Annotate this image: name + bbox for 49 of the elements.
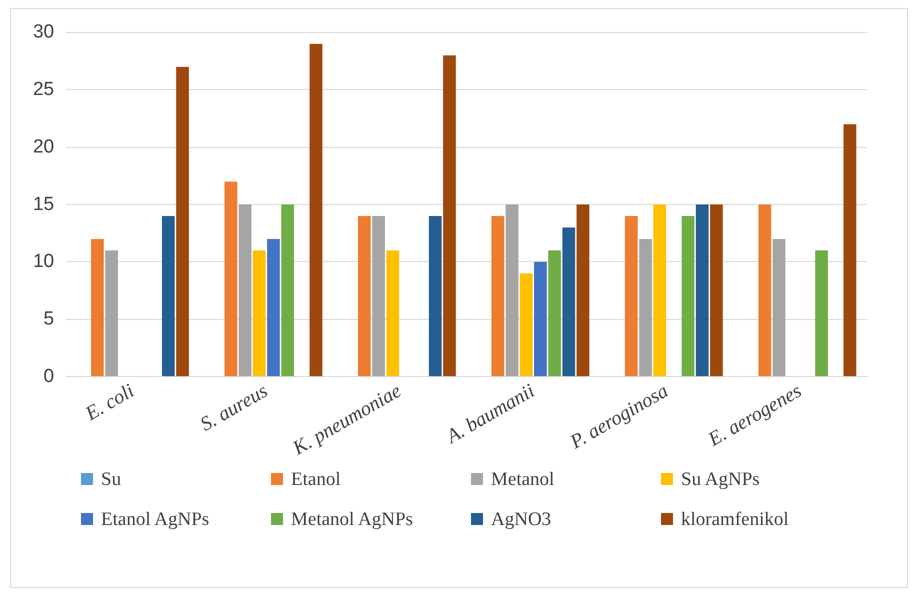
bar [372, 216, 385, 376]
bar [844, 124, 856, 376]
bar [176, 66, 189, 376]
bar [758, 204, 772, 376]
legend-label: Su AgNPs [680, 469, 761, 491]
bar [562, 227, 576, 376]
legend-label: Etanol [290, 469, 342, 491]
bar [576, 204, 590, 376]
legend-label: kloramfenikol [680, 509, 790, 531]
bar [443, 55, 456, 376]
x-tick-label: E. coli [80, 380, 138, 426]
bar [428, 216, 442, 376]
bar [267, 238, 280, 376]
legend-label: Metanol [490, 469, 556, 491]
legend-label: Etanol AgNPs [100, 509, 210, 531]
bar [358, 216, 371, 376]
bar [491, 216, 504, 376]
bar [624, 216, 638, 376]
bar [238, 204, 252, 376]
bar [653, 204, 666, 376]
y-tick-label: 30 [32, 22, 54, 43]
bar [252, 250, 266, 376]
y-tick-label: 0 [44, 366, 54, 387]
bar [386, 250, 400, 376]
bar [506, 204, 518, 376]
y-tick-label: 20 [32, 136, 54, 158]
legend-label: Metanol AgNPs [290, 509, 414, 531]
y-tick-label: 10 [32, 251, 54, 272]
y-tick-label: 5 [44, 308, 54, 330]
bar [224, 182, 238, 376]
bar [548, 250, 561, 376]
bar [639, 238, 652, 376]
y-tick-label: 25 [32, 79, 54, 100]
bar [815, 250, 828, 376]
bar [682, 216, 694, 376]
bar [772, 238, 786, 376]
y-tick-label: 15 [32, 194, 54, 215]
bar [696, 204, 709, 376]
legend-label: AgNO3 [490, 509, 552, 531]
bar [520, 273, 533, 376]
bar [105, 250, 118, 376]
bar [281, 204, 294, 376]
bar [310, 44, 322, 376]
legend-label: Su [100, 469, 122, 491]
bar [534, 262, 547, 376]
bar [91, 238, 104, 376]
bar [710, 204, 723, 376]
bar [162, 216, 175, 376]
x-tick-label: S. aureus [196, 380, 272, 436]
